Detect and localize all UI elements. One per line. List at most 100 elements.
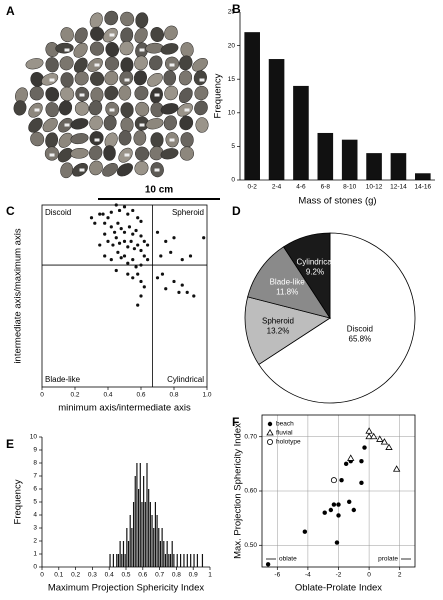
marker <box>330 477 337 484</box>
stone <box>45 86 60 102</box>
scatter-point <box>139 248 143 253</box>
y-tick-label: 10 <box>30 434 38 441</box>
y-tick-label: 15 <box>228 76 236 83</box>
x-tick-label: 0-2 <box>247 184 257 191</box>
legend-marker <box>267 421 273 427</box>
stone <box>58 132 73 148</box>
scatter-point <box>119 227 123 231</box>
stone-tag <box>199 78 205 82</box>
scatter-point <box>180 283 184 287</box>
hist-bar <box>129 515 131 567</box>
x-tick-label: 4-6 <box>296 184 306 191</box>
hist-bar <box>193 554 195 567</box>
y-axis-label: Max. Projection Sphericity Index <box>233 423 244 559</box>
x-tick-label: 0.1 <box>54 572 63 579</box>
stone-tag <box>139 48 145 52</box>
hist-bar <box>139 463 141 567</box>
x-tick-label: 0.5 <box>121 572 130 579</box>
stone-tag <box>109 108 115 112</box>
marker <box>365 427 373 434</box>
scatter-point <box>126 212 130 216</box>
stone <box>89 160 103 176</box>
x-tick-label: 0.6 <box>136 392 145 399</box>
hist-bar <box>173 554 175 567</box>
scatter-point <box>116 221 120 225</box>
y-tick-label: 9 <box>33 447 37 454</box>
marker <box>376 435 384 442</box>
marker <box>334 540 340 545</box>
hist-bar <box>180 554 182 567</box>
stone <box>74 27 88 44</box>
stone <box>74 101 90 116</box>
panel-label: A <box>6 4 15 18</box>
scatter-point <box>114 203 118 207</box>
stone <box>45 57 59 73</box>
x-tick-label: 0.4 <box>103 392 112 399</box>
stone <box>134 116 149 131</box>
stone <box>28 117 43 133</box>
x-axis-label: Mass of stones (g) <box>298 196 376 207</box>
stone <box>194 100 208 116</box>
slice-label: Discoid <box>347 324 373 333</box>
stone <box>89 131 104 146</box>
hist-bar <box>190 554 192 567</box>
scatter-point <box>122 239 127 243</box>
stone <box>135 12 149 29</box>
stone-photo <box>13 10 209 179</box>
scatter-point <box>160 272 165 276</box>
scatter-point <box>117 241 122 245</box>
stone <box>103 145 116 161</box>
stone <box>178 87 193 104</box>
scatter-point <box>131 208 135 213</box>
stone <box>192 58 208 72</box>
stone <box>58 100 73 116</box>
scatter-point <box>139 294 143 298</box>
hist-bar <box>183 554 185 567</box>
hist-bar <box>148 489 150 567</box>
scatter-point <box>142 254 146 258</box>
hist-bar <box>154 502 156 567</box>
x-tick-label: 0.8 <box>172 572 181 579</box>
stone <box>134 85 149 101</box>
y-tick-label: 0.50 <box>244 542 257 549</box>
stone <box>135 101 150 117</box>
scatter-point <box>127 225 132 229</box>
marker <box>331 502 337 507</box>
stone <box>120 117 134 133</box>
x-tick-label: 0.9 <box>189 572 198 579</box>
hist-bar <box>171 541 173 567</box>
stone <box>25 58 44 70</box>
stone-tag <box>79 168 85 172</box>
stone <box>70 133 89 145</box>
scatter-point <box>122 230 127 234</box>
scatter-point <box>146 258 150 262</box>
stone <box>145 118 164 130</box>
y-tick-label: 10 <box>228 110 236 117</box>
stone <box>90 87 104 103</box>
stone <box>102 163 118 177</box>
scatter-point <box>106 216 110 220</box>
hist-bar <box>134 476 136 567</box>
stone <box>164 25 178 41</box>
hist-bar <box>156 515 158 567</box>
hist-bar <box>149 502 151 567</box>
annotation: oblate <box>279 556 297 563</box>
x-tick-label: 0.3 <box>88 572 97 579</box>
y-tick-label: 3 <box>33 525 37 532</box>
x-tick-label: 1.0 <box>202 392 211 399</box>
bar <box>415 173 431 180</box>
hist-bar <box>132 502 135 567</box>
scatter-point <box>136 272 140 276</box>
stone-tag <box>154 93 160 97</box>
scatter-point <box>111 243 115 247</box>
stone-tag <box>169 63 175 67</box>
y-axis-label: intermediate axis/maximum axis <box>13 228 24 363</box>
scatter-point <box>113 230 117 234</box>
stone <box>88 100 103 116</box>
hist-bar <box>109 554 111 567</box>
scatter-point <box>164 287 168 291</box>
stone <box>89 41 105 56</box>
x-tick-label: -6 <box>274 572 280 579</box>
stone <box>29 86 44 101</box>
stone <box>179 146 194 161</box>
